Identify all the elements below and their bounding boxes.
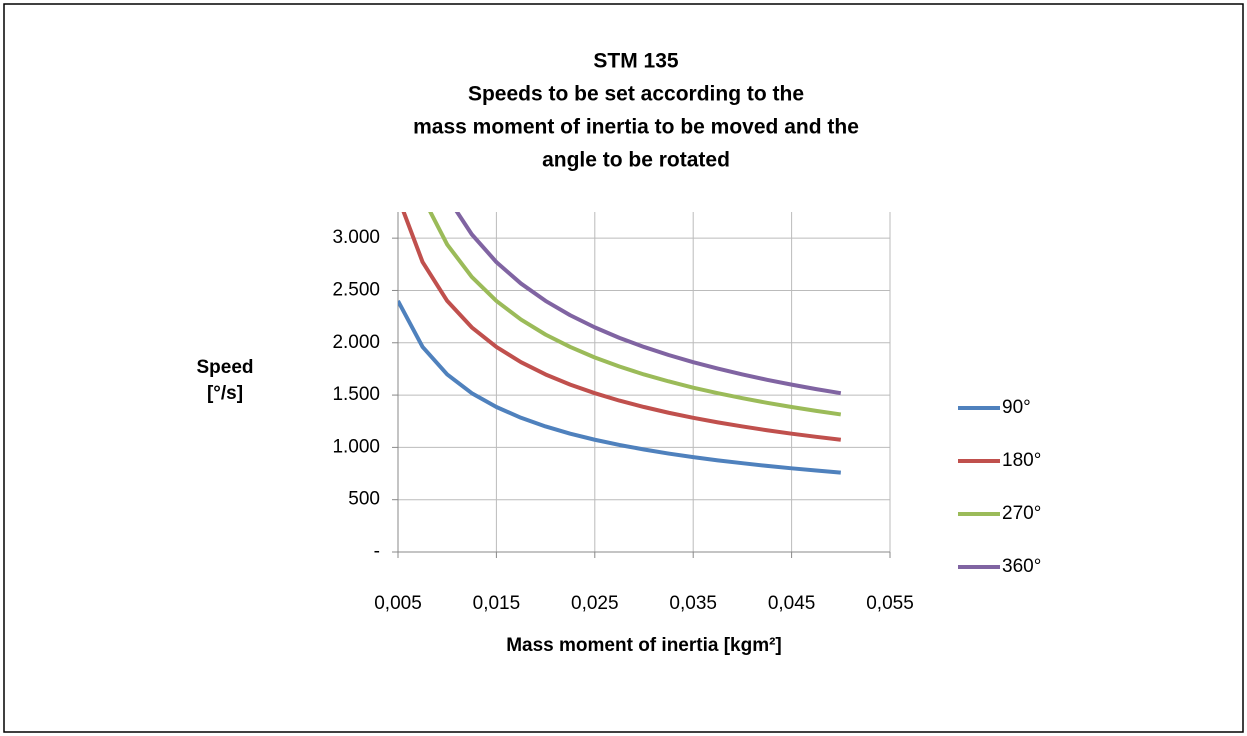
plot-area (398, 212, 842, 475)
chart-title: mass moment of inertia to be moved and t… (413, 116, 859, 139)
x-axis-label: Mass moment of inertia [kgm²] (506, 635, 782, 656)
chart-title: Speeds to be set according to the (468, 83, 804, 106)
y-tick-label: 2.500 (332, 279, 380, 300)
x-tick-label: 0,045 (768, 593, 816, 614)
chart-title: angle to be rotated (542, 149, 730, 172)
y-axis-label: [°/s] (207, 383, 243, 404)
y-tick-label: 1.000 (332, 436, 380, 457)
legend-label: 270° (1002, 503, 1041, 524)
y-tick-label: 2.000 (332, 332, 380, 353)
series-line (454, 212, 842, 396)
y-tick-label: - (374, 541, 380, 562)
y-axis-label: Speed (196, 357, 253, 378)
x-tick-label: 0,055 (866, 593, 914, 614)
y-tick-label: 1.500 (332, 384, 380, 405)
x-tick-label: 0,025 (571, 593, 619, 614)
legend-label: 90° (1002, 397, 1031, 418)
series-line (398, 299, 841, 475)
chart-title: STM 135 (593, 50, 679, 73)
legend-label: 180° (1002, 450, 1041, 471)
x-tick-label: 0,015 (473, 593, 521, 614)
series-line (428, 212, 842, 417)
y-tick-label: 500 (348, 489, 380, 510)
series-line (401, 212, 842, 442)
legend-label: 360° (1002, 556, 1041, 577)
y-tick-label: 3.000 (332, 227, 380, 248)
x-tick-label: 0,005 (374, 593, 422, 614)
x-tick-label: 0,035 (669, 593, 717, 614)
